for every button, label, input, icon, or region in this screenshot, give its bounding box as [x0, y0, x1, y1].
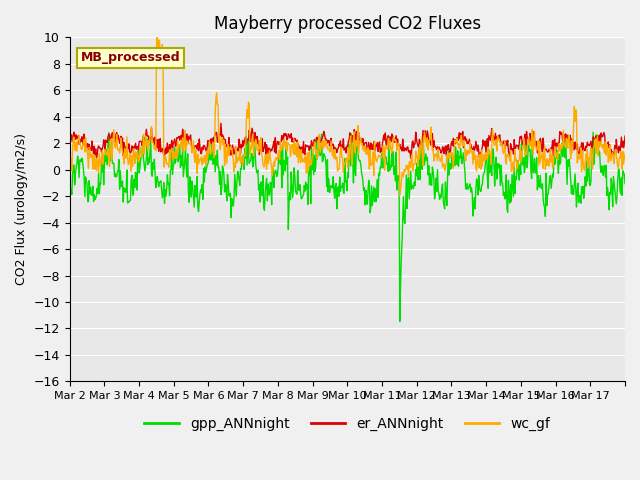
gpp_ANNnight — [436, 192, 444, 198]
gpp_ANNnight — [66, 224, 74, 229]
gpp_ANNnight — [621, 181, 629, 187]
er_ANNnight — [621, 133, 629, 139]
gpp_ANNnight — [233, 179, 241, 185]
er_ANNnight — [66, 138, 74, 144]
er_ANNnight — [131, 144, 139, 150]
gpp_ANNnight — [405, 196, 413, 202]
er_ANNnight — [261, 140, 269, 145]
wc_gf — [406, 160, 414, 166]
Legend: gpp_ANNnight, er_ANNnight, wc_gf: gpp_ANNnight, er_ANNnight, wc_gf — [139, 411, 556, 436]
wc_gf — [154, 35, 161, 40]
wc_gf — [621, 151, 629, 156]
er_ANNnight — [405, 149, 413, 155]
gpp_ANNnight — [260, 207, 268, 213]
Text: MB_processed: MB_processed — [81, 51, 180, 64]
gpp_ANNnight — [396, 319, 404, 324]
wc_gf — [261, 153, 269, 158]
Line: er_ANNnight: er_ANNnight — [70, 123, 625, 158]
er_ANNnight — [282, 131, 290, 137]
wc_gf — [396, 192, 404, 198]
wc_gf — [282, 139, 290, 144]
wc_gf — [66, 149, 74, 155]
er_ANNnight — [234, 146, 241, 152]
gpp_ANNnight — [589, 130, 597, 135]
wc_gf — [234, 158, 241, 164]
Title: Mayberry processed CO2 Fluxes: Mayberry processed CO2 Fluxes — [214, 15, 481, 33]
wc_gf — [131, 161, 139, 167]
er_ANNnight — [437, 150, 445, 156]
gpp_ANNnight — [131, 184, 139, 190]
er_ANNnight — [407, 156, 415, 161]
wc_gf — [437, 156, 445, 162]
Line: wc_gf: wc_gf — [70, 37, 625, 195]
gpp_ANNnight — [282, 168, 289, 174]
er_ANNnight — [217, 120, 225, 126]
Y-axis label: CO2 Flux (urology/m2/s): CO2 Flux (urology/m2/s) — [15, 133, 28, 286]
Line: gpp_ANNnight: gpp_ANNnight — [70, 132, 625, 322]
